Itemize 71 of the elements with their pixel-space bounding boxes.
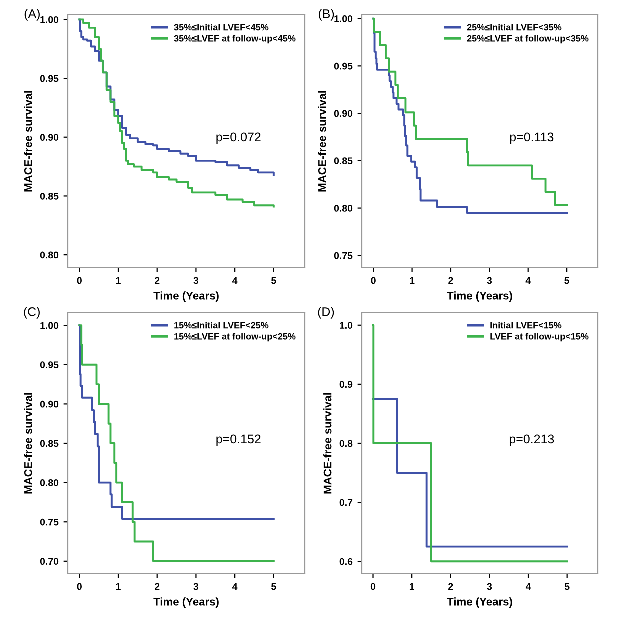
y-tick-label: 0.95 xyxy=(334,62,353,70)
annotation: p=0.213 xyxy=(510,434,554,446)
x-tick-label: 1 xyxy=(410,583,415,590)
chart-title: (A) xyxy=(24,9,40,21)
y-tick-label: 0.90 xyxy=(40,134,59,141)
y-tick-label: 0.9 xyxy=(340,381,353,388)
y-tick-label: 0.95 xyxy=(40,362,59,369)
annotation: p=0.113 xyxy=(510,132,554,144)
x-tick-label: 3 xyxy=(487,583,492,590)
legend-label: Initial LVEF<15% xyxy=(490,322,562,329)
legend-label: 25%≤Initial LVEF<35% xyxy=(467,24,562,31)
x-tick-label: 0 xyxy=(77,277,82,284)
y-axis-title: MACE-free survival xyxy=(318,91,326,192)
y-tick-label: 0.90 xyxy=(40,400,59,408)
y-tick-label: 0.90 xyxy=(334,110,353,118)
x-tick-label: 4 xyxy=(526,277,532,284)
y-tick-label: 0.75 xyxy=(334,252,353,260)
chart-title: (B) xyxy=(318,9,334,21)
y-tick-label: 1.00 xyxy=(334,16,353,22)
x-tick-label: 4 xyxy=(232,583,238,590)
x-tick-label: 2 xyxy=(154,277,160,284)
x-tick-label: 0 xyxy=(371,277,376,284)
x-tick-label: 2 xyxy=(154,583,160,590)
x-axis-title: Time (Years) xyxy=(154,292,219,302)
x-tick-label: 5 xyxy=(272,583,276,590)
legend-label: 35%≤LVEF at follow-up<45% xyxy=(174,35,296,44)
y-tick-label: 1.0 xyxy=(340,322,353,330)
annotation: p=0.072 xyxy=(216,132,261,144)
y-tick-label: 0.85 xyxy=(334,158,353,165)
y-tick-label: 0.95 xyxy=(40,75,59,82)
legend-label: 15%≤LVEF at follow-up<25% xyxy=(174,333,296,342)
x-tick-label: 0 xyxy=(77,583,82,590)
y-tick-label: 1.00 xyxy=(40,322,59,330)
y-tick-label: 0.85 xyxy=(40,192,59,200)
x-axis-title: Time (Years) xyxy=(154,598,219,608)
y-tick-label: 0.70 xyxy=(40,558,59,566)
chart-title: (D) xyxy=(318,307,334,319)
x-tick-label: 3 xyxy=(194,583,199,590)
y-axis-title: MACE-free survival xyxy=(24,393,32,494)
x-tick-label: 1 xyxy=(116,583,121,590)
legend-label: 25%≤LVEF at follow-up<35% xyxy=(467,35,589,44)
legend-label: 35%≤Initial LVEF<45% xyxy=(174,24,269,31)
x-tick-label: 5 xyxy=(564,583,570,590)
x-tick-label: 3 xyxy=(194,277,199,284)
x-axis-title: Time (Years) xyxy=(447,598,512,608)
y-tick-label: 0.80 xyxy=(334,205,353,212)
annotation: p=0.152 xyxy=(216,434,261,446)
y-tick-label: 0.75 xyxy=(40,518,59,526)
x-tick-label: 1 xyxy=(410,277,415,284)
y-tick-label: 1.00 xyxy=(40,16,59,24)
y-axis-title: MACE-free survival xyxy=(324,393,332,494)
y-tick-label: 0.80 xyxy=(40,480,59,486)
y-axis-title: MACE-free survival xyxy=(24,91,32,192)
y-tick-label: 0.6 xyxy=(340,558,353,566)
legend-label: 15%≤Initial LVEF<25% xyxy=(174,322,269,329)
y-tick-label: 0.85 xyxy=(40,440,59,448)
legend-label: LVEF at follow-up<15% xyxy=(490,333,589,342)
x-tick-label: 0 xyxy=(370,583,376,590)
x-tick-label: 4 xyxy=(232,277,238,284)
y-tick-label: 0.8 xyxy=(340,440,353,448)
y-tick-label: 0.7 xyxy=(340,499,353,506)
x-tick-label: 4 xyxy=(526,583,532,590)
y-tick-label: 0.80 xyxy=(40,252,59,259)
x-tick-label: 2 xyxy=(448,583,454,590)
chart-title: (C) xyxy=(24,307,40,319)
x-tick-label: 2 xyxy=(448,277,454,284)
x-tick-label: 1 xyxy=(116,277,121,284)
x-tick-label: 3 xyxy=(487,277,492,284)
x-axis-title: Time (Years) xyxy=(447,292,512,302)
x-tick-label: 5 xyxy=(564,277,570,284)
x-tick-label: 5 xyxy=(272,277,276,284)
